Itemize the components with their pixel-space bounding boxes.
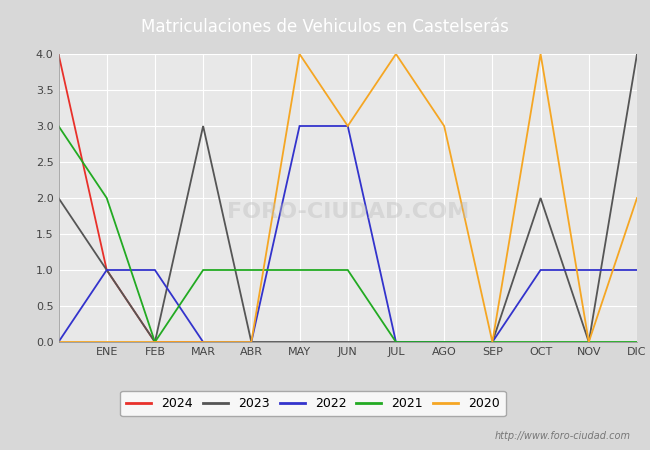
2021 [585, 339, 593, 345]
2023 [248, 339, 255, 345]
2020 [151, 339, 159, 345]
2023 [199, 123, 207, 129]
Text: http://www.foro-ciudad.com: http://www.foro-ciudad.com [495, 431, 630, 441]
Text: Matriculaciones de Vehiculos en Castelserás: Matriculaciones de Vehiculos en Castelse… [141, 18, 509, 36]
2020 [585, 339, 593, 345]
2020 [296, 51, 304, 57]
2023 [103, 267, 111, 273]
2021 [55, 123, 62, 129]
2022 [296, 123, 304, 129]
2020 [199, 339, 207, 345]
2022 [392, 339, 400, 345]
2023 [151, 339, 159, 345]
2020 [392, 51, 400, 57]
2020 [633, 195, 641, 201]
2023 [537, 195, 545, 201]
2021 [392, 339, 400, 345]
2020 [537, 51, 545, 57]
2022 [55, 339, 62, 345]
2021 [440, 339, 448, 345]
2020 [248, 339, 255, 345]
Line: 2022: 2022 [58, 126, 637, 342]
2020 [55, 339, 62, 345]
2021 [199, 267, 207, 273]
2023 [344, 339, 352, 345]
2022 [489, 339, 497, 345]
2021 [537, 339, 545, 345]
2024 [151, 339, 159, 345]
2022 [103, 267, 111, 273]
2021 [151, 339, 159, 345]
2022 [585, 267, 593, 273]
2021 [489, 339, 497, 345]
2023 [440, 339, 448, 345]
2023 [392, 339, 400, 345]
2022 [248, 339, 255, 345]
2021 [633, 339, 641, 345]
2022 [440, 339, 448, 345]
Legend: 2024, 2023, 2022, 2021, 2020: 2024, 2023, 2022, 2021, 2020 [120, 391, 506, 416]
2022 [537, 267, 545, 273]
2023 [585, 339, 593, 345]
2021 [296, 267, 304, 273]
2022 [151, 267, 159, 273]
2023 [296, 339, 304, 345]
2020 [103, 339, 111, 345]
2024 [103, 267, 111, 273]
2020 [344, 123, 352, 129]
Text: FORO-CIUDAD.COM: FORO-CIUDAD.COM [227, 202, 469, 222]
2020 [440, 123, 448, 129]
2021 [248, 267, 255, 273]
2023 [55, 195, 62, 201]
2022 [344, 123, 352, 129]
2021 [344, 267, 352, 273]
Line: 2023: 2023 [58, 54, 637, 342]
2022 [633, 267, 641, 273]
2024 [199, 339, 207, 345]
2023 [633, 51, 641, 57]
2020 [489, 339, 497, 345]
2022 [199, 339, 207, 345]
2021 [103, 195, 111, 201]
2024 [55, 51, 62, 57]
Line: 2021: 2021 [58, 126, 637, 342]
Line: 2020: 2020 [58, 54, 637, 342]
2023 [489, 339, 497, 345]
Line: 2024: 2024 [58, 54, 203, 342]
